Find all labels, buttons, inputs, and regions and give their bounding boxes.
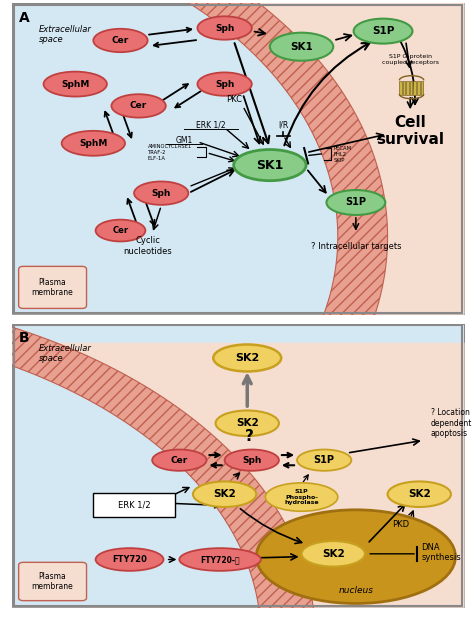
Text: S1P: S1P (314, 455, 335, 465)
Polygon shape (0, 311, 315, 617)
Text: Cer: Cer (112, 36, 129, 45)
Ellipse shape (256, 510, 456, 603)
Ellipse shape (234, 149, 306, 181)
Text: GM1: GM1 (175, 136, 192, 144)
FancyBboxPatch shape (420, 81, 423, 95)
FancyBboxPatch shape (410, 81, 412, 95)
Text: Plasma
membrane: Plasma membrane (32, 278, 73, 297)
Ellipse shape (198, 72, 252, 96)
Text: Sph: Sph (215, 80, 234, 89)
Text: Extracellular
space: Extracellular space (39, 25, 92, 44)
Text: SK1: SK1 (290, 42, 313, 52)
Ellipse shape (388, 481, 451, 507)
Ellipse shape (134, 181, 188, 205)
Text: S1P G-protein
coupled receptors: S1P G-protein coupled receptors (382, 54, 439, 65)
FancyBboxPatch shape (406, 81, 409, 95)
Text: Sph: Sph (152, 189, 171, 197)
Text: PKD: PKD (392, 520, 410, 529)
Text: Plasma
membrane: Plasma membrane (32, 571, 73, 591)
Ellipse shape (96, 220, 146, 241)
Text: ERK 1/2: ERK 1/2 (196, 120, 226, 129)
FancyBboxPatch shape (12, 3, 465, 315)
Text: Extracellular
space: Extracellular space (39, 344, 92, 363)
FancyBboxPatch shape (18, 562, 87, 601)
Text: Sph: Sph (242, 456, 262, 465)
Text: nucleus: nucleus (338, 586, 374, 595)
Text: SK2: SK2 (322, 549, 345, 559)
Text: Sph: Sph (215, 23, 234, 33)
Text: ? Intracellular targets: ? Intracellular targets (310, 242, 401, 251)
Text: Cer: Cer (130, 101, 147, 110)
Text: S1P: S1P (346, 197, 366, 207)
Text: SphM: SphM (61, 80, 90, 89)
Text: PECAM
FHL2
SKIP: PECAM FHL2 SKIP (333, 146, 351, 162)
FancyBboxPatch shape (413, 81, 416, 95)
Text: DNA
synthesis: DNA synthesis (421, 543, 461, 562)
FancyBboxPatch shape (18, 267, 87, 308)
Ellipse shape (297, 450, 351, 471)
Ellipse shape (265, 483, 338, 511)
Text: FTY720: FTY720 (112, 555, 147, 564)
Text: SphM: SphM (79, 139, 108, 148)
Ellipse shape (152, 450, 207, 471)
Text: S1P: S1P (372, 26, 394, 36)
Text: Cer: Cer (112, 226, 128, 235)
Text: AMINOCYCLASE1
TRAF-2
ELF-1A: AMINOCYCLASE1 TRAF-2 ELF-1A (147, 144, 192, 161)
Text: SK1: SK1 (256, 159, 283, 172)
Text: ERK 1/2: ERK 1/2 (118, 500, 150, 509)
Text: Cyclic
nucleotides: Cyclic nucleotides (123, 236, 172, 256)
Ellipse shape (62, 131, 125, 155)
FancyBboxPatch shape (399, 81, 401, 95)
Ellipse shape (179, 548, 261, 571)
Text: SK2: SK2 (235, 353, 259, 363)
Ellipse shape (216, 410, 279, 436)
Ellipse shape (93, 29, 147, 52)
FancyBboxPatch shape (12, 324, 465, 608)
Ellipse shape (111, 94, 166, 118)
Ellipse shape (96, 548, 164, 571)
Ellipse shape (225, 450, 279, 471)
Ellipse shape (354, 19, 412, 44)
Text: FTY720-Ⓟ: FTY720-Ⓟ (201, 555, 240, 564)
Text: Cer: Cer (171, 456, 188, 465)
Text: SK2: SK2 (236, 418, 259, 428)
FancyBboxPatch shape (402, 81, 405, 95)
Ellipse shape (193, 481, 256, 507)
FancyBboxPatch shape (417, 81, 419, 95)
Polygon shape (0, 343, 465, 617)
Text: I/R: I/R (278, 120, 289, 129)
Text: SK2: SK2 (213, 489, 236, 499)
Text: PKC: PKC (226, 95, 242, 104)
Polygon shape (71, 0, 388, 328)
Polygon shape (12, 0, 465, 319)
Text: SK2: SK2 (408, 489, 430, 499)
Text: S1P
Phospho-
hydrolase: S1P Phospho- hydrolase (284, 489, 319, 505)
Ellipse shape (301, 541, 365, 566)
Ellipse shape (213, 344, 281, 371)
Ellipse shape (198, 16, 252, 39)
Text: Cell
survival: Cell survival (376, 115, 444, 147)
Text: A: A (18, 11, 29, 25)
FancyBboxPatch shape (93, 493, 175, 517)
Ellipse shape (327, 190, 385, 215)
Text: ?: ? (245, 429, 254, 444)
Ellipse shape (270, 33, 333, 60)
Text: ? Location
dependent
apoptosis: ? Location dependent apoptosis (430, 408, 472, 438)
Ellipse shape (44, 72, 107, 97)
Text: B: B (18, 331, 29, 345)
